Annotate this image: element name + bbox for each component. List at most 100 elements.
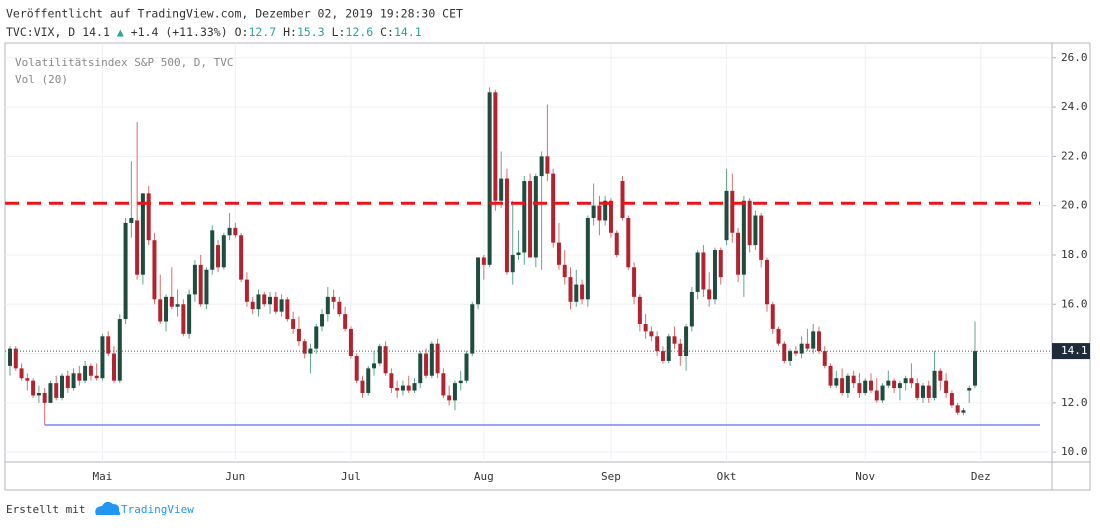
- candle-body: [920, 385, 925, 398]
- candle-body: [48, 383, 53, 403]
- candle-body: [614, 232, 619, 255]
- candle-body: [250, 301, 255, 310]
- candle-body: [932, 370, 937, 398]
- candle-body: [707, 289, 712, 300]
- candle-body: [845, 375, 850, 393]
- candle-body: [210, 230, 215, 270]
- candle-body: [42, 392, 47, 403]
- logo: [95, 501, 121, 515]
- candle-body: [372, 363, 377, 369]
- candle-body: [874, 390, 879, 401]
- candle-body: [262, 294, 267, 305]
- last: 14.1: [82, 25, 110, 39]
- candle-body: [944, 380, 949, 393]
- x-tick-label: Okt: [717, 470, 737, 483]
- candle-body: [65, 375, 70, 389]
- candle-body: [637, 296, 642, 324]
- candle-body: [528, 181, 533, 258]
- y-tick-label: 24.0: [1061, 100, 1088, 113]
- candle-body: [412, 383, 417, 391]
- c-value: 14.1: [394, 25, 422, 39]
- candle-body: [712, 250, 717, 300]
- candle-body: [892, 380, 897, 389]
- candle-body: [568, 277, 573, 302]
- footer-brand[interactable]: TradingView: [121, 503, 194, 516]
- x-tick-label: Sep: [601, 470, 621, 483]
- candle-body: [285, 299, 290, 320]
- candle-body: [649, 331, 654, 337]
- change: +1.4 (+11.33%): [131, 25, 228, 39]
- candle-body: [955, 405, 960, 413]
- candle-body: [678, 343, 683, 357]
- candle-body: [164, 296, 169, 322]
- candle-body: [135, 220, 140, 275]
- candle-body: [8, 348, 12, 366]
- h-label: H:: [283, 25, 297, 39]
- candle-body: [603, 200, 608, 221]
- candle-body: [504, 178, 509, 273]
- candle-body: [868, 380, 873, 391]
- candle-body: [360, 380, 365, 393]
- candle-body: [718, 250, 723, 278]
- candle-body: [822, 351, 827, 366]
- candle-body: [620, 181, 625, 218]
- candle-body: [71, 373, 76, 389]
- candle-body: [158, 299, 163, 322]
- candle-body: [493, 92, 498, 201]
- candle-body: [655, 336, 660, 352]
- candle-body: [36, 392, 41, 396]
- candle-body: [366, 368, 371, 393]
- candle-body: [840, 378, 845, 393]
- candle-body: [897, 383, 902, 389]
- published-line: Veröffentlicht auf TradingView.com, Deze…: [6, 7, 463, 21]
- candle-body: [880, 385, 885, 401]
- candle-body: [886, 380, 891, 386]
- candle-body: [273, 296, 278, 312]
- candle-body: [429, 343, 434, 376]
- candle-body: [54, 383, 59, 398]
- candle-body: [239, 235, 244, 280]
- candle-body: [83, 365, 88, 381]
- plot: [5, 43, 1052, 462]
- candle-body: [198, 264, 203, 305]
- x-tick-label: Nov: [855, 470, 875, 483]
- candle-body: [187, 294, 192, 334]
- candle-body: [331, 296, 336, 302]
- y-tick-label: 10.0: [1061, 445, 1088, 458]
- candle-body: [383, 346, 388, 374]
- y-tick-label: 20.0: [1061, 199, 1088, 212]
- candle-body: [632, 267, 637, 297]
- candle-body: [689, 291, 694, 327]
- y-tick-label: 26.0: [1061, 51, 1088, 64]
- candle-body: [788, 351, 793, 361]
- legend-title: Volatilitätsindex S&P 500, D, TVC: [15, 56, 234, 69]
- y-tick-label: 12.0: [1061, 396, 1088, 409]
- candle-body: [60, 375, 65, 398]
- candle-body: [216, 245, 221, 268]
- candle-body: [337, 301, 342, 315]
- candle-body: [25, 378, 30, 381]
- candle-body: [476, 257, 481, 305]
- symbol: TVC:VIX, D: [6, 25, 75, 39]
- candle-body: [626, 217, 631, 268]
- candle-body: [152, 240, 157, 300]
- candle-body: [684, 326, 689, 357]
- quote-line: TVC:VIX, D 14.1 ▲ +1.4 (+11.33%) O:12.7 …: [6, 25, 422, 39]
- candle-body: [516, 252, 521, 255]
- candle-body: [395, 388, 400, 391]
- candle-body: [701, 252, 706, 290]
- candle-body: [447, 395, 452, 401]
- o-value: 12.7: [248, 25, 276, 39]
- last-price-label: 14.1: [1061, 344, 1088, 357]
- candle-body: [805, 343, 810, 349]
- candle-body: [811, 331, 816, 349]
- candle-body: [354, 356, 359, 381]
- candle-body: [308, 348, 313, 354]
- candle-body: [770, 304, 775, 329]
- candle-body: [279, 299, 284, 312]
- candle-body: [499, 178, 504, 201]
- candle-body: [464, 353, 469, 381]
- candle-body: [481, 257, 486, 265]
- y-tick-label: 22.0: [1061, 149, 1088, 162]
- candle-body: [949, 392, 954, 406]
